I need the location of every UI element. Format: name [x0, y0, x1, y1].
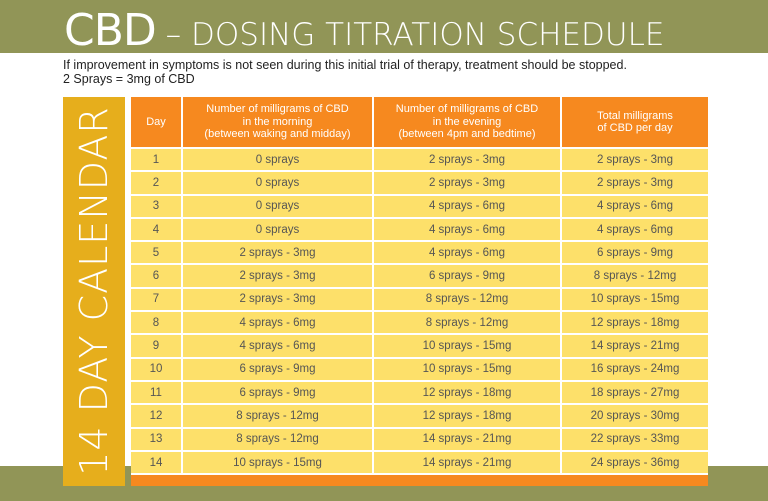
column-header-line: (between waking and midday): [204, 128, 351, 141]
evening-dose-cell: 10 sprays - 15mg: [373, 357, 562, 382]
morning-dose-cell: 4 sprays - 6mg: [182, 334, 374, 359]
day-cell: 4: [131, 217, 183, 243]
column-header-line: of CBD per day: [597, 122, 673, 134]
morning-dose-cell: 0 sprays: [182, 171, 374, 196]
evening-dose-cell: 4 sprays - 6mg: [373, 194, 562, 219]
morning-dose-cell: 6 sprays - 9mg: [182, 357, 374, 382]
evening-dose-cell: 4 sprays - 6mg: [373, 217, 562, 243]
day-cell: 1: [131, 148, 183, 173]
evening-dose-cell: 2 sprays - 3mg: [373, 171, 562, 196]
column-header-line: in the evening: [432, 115, 502, 128]
morning-dose-cell: 4 sprays - 6mg: [182, 311, 374, 336]
day-cell: 7: [131, 287, 183, 313]
morning-dose-cell: 0 sprays: [182, 148, 374, 173]
evening-dose-cell: 8 sprays - 12mg: [373, 311, 562, 336]
morning-dose-cell: 6 sprays - 9mg: [182, 380, 374, 406]
evening-dose-cell: 12 sprays - 18mg: [373, 380, 562, 406]
total-dose-cell: 20 sprays - 30mg: [561, 404, 708, 429]
total-dose-cell: 24 sprays - 36mg: [561, 450, 708, 476]
total-dose-cell: 6 sprays - 9mg: [561, 241, 708, 266]
table-row: 10 6 sprays - 9mg 10 sprays - 15mg 16 spray…: [131, 357, 708, 382]
total-dose-cell: 18 sprays - 27mg: [561, 380, 708, 406]
column-header-line: Number of milligrams of CBD: [206, 103, 349, 116]
day-cell: 13: [131, 427, 183, 452]
day-cell: 9: [131, 334, 183, 359]
total-dose-cell: 4 sprays - 6mg: [561, 194, 708, 219]
table-bottom-bar: [131, 477, 708, 486]
evening-dose-cell: 12 sprays - 18mg: [373, 404, 562, 429]
column-header-line: (between 4pm and bedtime): [398, 128, 536, 141]
table-row: 13 8 sprays - 12mg 14 sprays - 21mg 22 spra…: [131, 427, 708, 452]
evening-dose-cell: 14 sprays - 21mg: [373, 450, 562, 476]
header-band: [0, 0, 768, 53]
column-header-1: Number of milligrams of CBD in the mornin…: [182, 97, 374, 149]
side-calendar-band: [63, 97, 125, 486]
total-dose-cell: 12 sprays - 18mg: [561, 311, 708, 336]
column-header-0: Day: [131, 97, 183, 149]
morning-dose-cell: 8 sprays - 12mg: [182, 404, 374, 429]
evening-dose-cell: 14 sprays - 21mg: [373, 427, 562, 452]
total-dose-cell: 10 sprays - 15mg: [561, 287, 708, 313]
day-cell: 11: [131, 380, 183, 406]
total-dose-cell: 16 sprays - 24mg: [561, 357, 708, 382]
evening-dose-cell: 4 sprays - 6mg: [373, 241, 562, 266]
page-title: CBD – DOSING TITRATION SCHEDULE: [64, 8, 664, 63]
morning-dose-cell: 2 sprays - 3mg: [182, 287, 374, 313]
title-cbd: CBD: [64, 5, 157, 56]
day-cell: 6: [131, 264, 183, 289]
table-row: 14 10 sprays - 15mg 14 sprays - 21mg 24 spr…: [131, 450, 708, 476]
table-row: 12 8 sprays - 12mg 12 sprays - 18mg 20 spra…: [131, 404, 708, 429]
total-dose-cell: 2 sprays - 3mg: [561, 171, 708, 196]
subtitle-line-2: 2 Sprays = 3mg of CBD: [63, 72, 195, 86]
total-dose-cell: 8 sprays - 12mg: [561, 264, 708, 289]
column-header-2: Number of milligrams of CBD in the evenin…: [373, 97, 562, 149]
dosing-table-container: Day Number of milligrams of CBD in the mor…: [131, 97, 708, 486]
morning-dose-cell: 2 sprays - 3mg: [182, 241, 374, 266]
side-calendar-label: 14 DAY CALENDAR: [72, 106, 116, 476]
day-cell: 12: [131, 404, 183, 429]
morning-dose-cell: 2 sprays - 3mg: [182, 264, 374, 289]
morning-dose-cell: 0 sprays: [182, 194, 374, 219]
day-cell: 14: [131, 450, 183, 476]
total-dose-cell: 4 sprays - 6mg: [561, 217, 708, 243]
column-header-line: in the morning: [242, 115, 313, 128]
day-cell: 2: [131, 171, 183, 196]
subtitle: If improvement in symptoms is not seen d…: [63, 58, 627, 86]
dosing-table: Day Number of milligrams of CBD in the mor…: [131, 97, 708, 476]
day-cell: 3: [131, 194, 183, 219]
day-cell: 10: [131, 357, 183, 382]
evening-dose-cell: 2 sprays - 3mg: [373, 148, 562, 173]
morning-dose-cell: 0 sprays: [182, 217, 374, 243]
day-cell: 8: [131, 311, 183, 336]
column-header-line: Number of milligrams of CBD: [395, 103, 539, 116]
table-header-row: Day Number of milligrams of CBD in the mor…: [131, 97, 708, 149]
total-dose-cell: 14 sprays - 21mg: [561, 334, 708, 359]
total-dose-cell: 2 sprays - 3mg: [561, 148, 708, 173]
subtitle-line-1: If improvement in symptoms is not seen d…: [63, 58, 627, 72]
table-row: 11 6 sprays - 9mg 12 sprays - 18mg 18 spray…: [131, 380, 708, 406]
column-header-line: Total milligrams: [597, 109, 673, 122]
column-header-line: Day: [146, 115, 166, 128]
total-dose-cell: 22 sprays - 33mg: [561, 427, 708, 452]
column-header-3: Total milligrams of CBD per day: [561, 97, 708, 149]
morning-dose-cell: 8 sprays - 12mg: [182, 427, 374, 452]
day-cell: 5: [131, 241, 183, 266]
title-rest: – DOSING TITRATION SCHEDULE: [155, 17, 665, 53]
evening-dose-cell: 8 sprays - 12mg: [373, 287, 562, 313]
evening-dose-cell: 10 sprays - 15mg: [373, 334, 562, 359]
evening-dose-cell: 6 sprays - 9mg: [373, 264, 562, 289]
morning-dose-cell: 10 sprays - 15mg: [182, 450, 374, 476]
